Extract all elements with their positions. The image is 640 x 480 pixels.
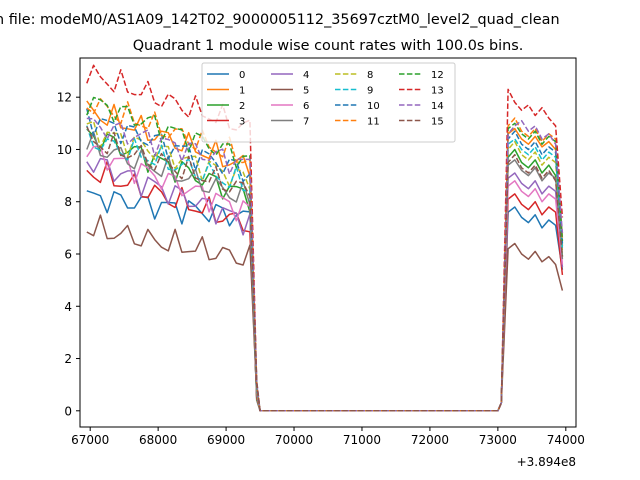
- legend-label-10: 10: [367, 101, 380, 112]
- legend-label-8: 8: [367, 70, 373, 81]
- y-tick-label: 0: [64, 404, 72, 418]
- figure-title: n file: modeM0/AS1A09_142T02_9000005112_…: [0, 12, 560, 28]
- x-axis: 67000 68000 69000 70000 71000 72000 73000 74000: [71, 427, 585, 447]
- legend-label-9: 9: [367, 86, 373, 97]
- x-tick-label: 67000: [71, 433, 109, 447]
- series-line-12: [86, 96, 564, 412]
- axes-frame: [79, 57, 577, 428]
- legend-label-0: 0: [239, 70, 245, 81]
- y-tick-label: 4: [64, 300, 72, 314]
- series-line-7: [86, 131, 564, 412]
- x-tick-label: 70000: [275, 433, 313, 447]
- series-line-2: [86, 128, 564, 412]
- legend-label-14: 14: [431, 101, 444, 112]
- legend-box: [201, 62, 456, 143]
- chart-title: Quadrant 1 module wise count rates with …: [133, 38, 524, 54]
- legend-label-6: 6: [303, 101, 309, 112]
- legend-label-7: 7: [303, 117, 309, 128]
- series-line-4: [86, 157, 564, 412]
- series-line-8: [86, 120, 564, 412]
- series-layer: [86, 64, 564, 412]
- legend-label-5: 5: [303, 86, 309, 97]
- series-line-11: [86, 98, 564, 412]
- y-tick-label: 12: [57, 91, 72, 105]
- y-tick-label: 10: [57, 143, 72, 157]
- series-line-1: [86, 100, 564, 412]
- series-line-6: [86, 145, 564, 412]
- legend-label-15: 15: [431, 117, 444, 128]
- series-line-5: [86, 214, 564, 412]
- x-tick-label: 68000: [139, 433, 177, 447]
- x-tick-label: 71000: [343, 433, 381, 447]
- y-tick-label: 2: [64, 352, 72, 366]
- legend-label-1: 1: [239, 86, 245, 97]
- x-tick-label: 72000: [411, 433, 449, 447]
- legend-label-3: 3: [239, 117, 245, 128]
- legend-label-11: 11: [367, 117, 380, 128]
- series-line-10: [86, 108, 564, 412]
- legend-label-2: 2: [239, 101, 245, 112]
- x-tick-label: 74000: [547, 433, 585, 447]
- legend-label-13: 13: [431, 86, 444, 97]
- series-line-9: [86, 125, 564, 412]
- series-line-15: [86, 126, 564, 412]
- y-tick-label: 6: [64, 247, 72, 261]
- y-tick-label: 8: [64, 195, 72, 209]
- y-axis: 0 2 4 6 8 10 12: [57, 91, 80, 418]
- x-tick-label: 69000: [207, 433, 245, 447]
- x-offset-label: +3.894e8: [517, 455, 576, 469]
- legend-label-12: 12: [431, 70, 444, 81]
- x-tick-label: 73000: [479, 433, 517, 447]
- legend-label-4: 4: [303, 70, 309, 81]
